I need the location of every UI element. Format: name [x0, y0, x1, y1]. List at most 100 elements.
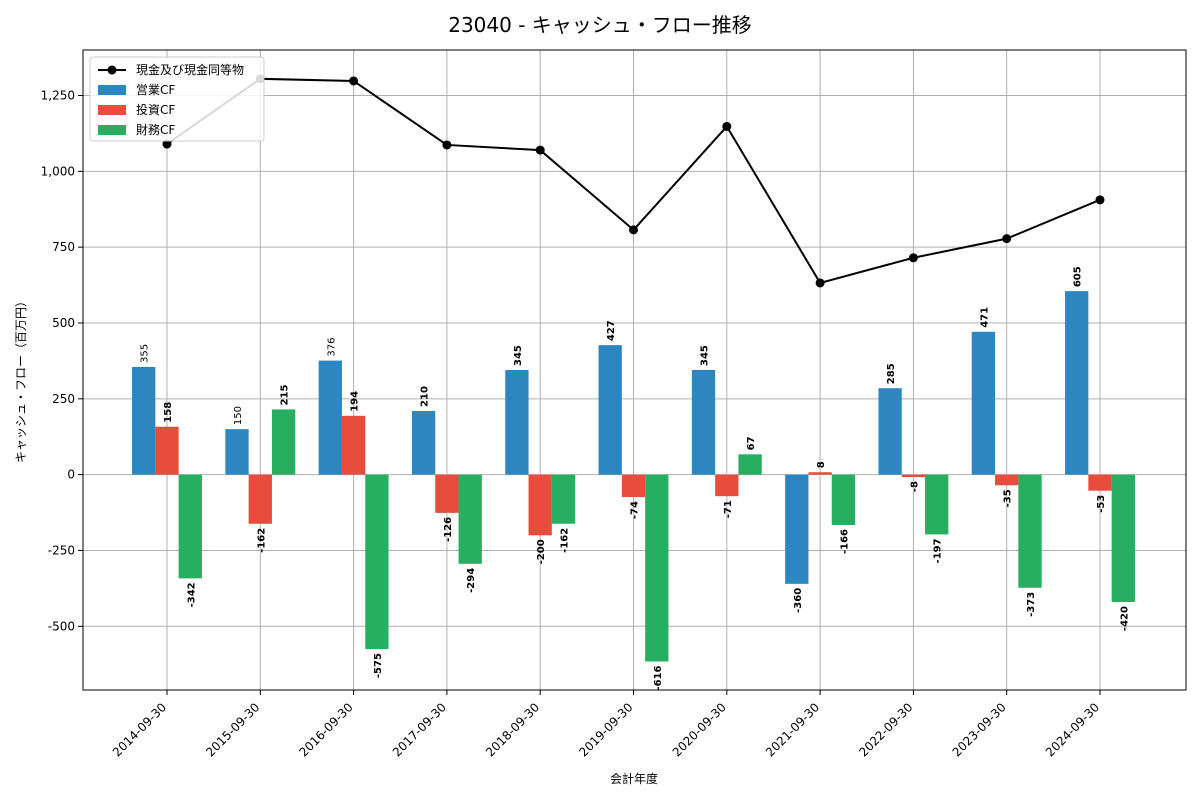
cash-point	[815, 278, 825, 288]
bar	[971, 331, 996, 475]
bar	[435, 474, 459, 513]
x-tick-label: 2018-09-30	[483, 700, 542, 759]
y-tick-label: -500	[48, 619, 75, 633]
bar-value-label: -360	[793, 588, 804, 613]
bar	[645, 474, 669, 662]
bar	[155, 426, 179, 475]
bar	[318, 360, 342, 475]
cash-point	[1095, 195, 1105, 205]
y-axis-label: キャッシュ・フロー（百万円）	[14, 295, 28, 463]
x-tick-label: 2016-09-30	[297, 700, 356, 759]
bar-value-label: -126	[443, 517, 454, 542]
y-tick-label: 250	[52, 392, 75, 406]
bar	[1088, 474, 1112, 491]
x-tick-label: 2022-09-30	[856, 700, 915, 759]
legend-label: 財務CF	[136, 122, 175, 137]
cash-point	[1002, 234, 1012, 244]
bar	[271, 409, 296, 475]
legend-bar-swatch	[98, 125, 126, 135]
cash-point	[535, 145, 545, 155]
bar-value-label: 158	[163, 402, 174, 423]
bar-value-label: -74	[630, 501, 641, 519]
x-tick-label: 2015-09-30	[203, 700, 262, 759]
cash-point	[162, 139, 172, 149]
bar	[458, 474, 482, 564]
bar	[831, 474, 856, 525]
cash-point	[629, 225, 638, 235]
legend-marker	[107, 65, 117, 75]
bar	[785, 474, 809, 584]
bar-value-label: -200	[536, 539, 547, 564]
chart-title: 23040 - キャッシュ・フロー推移	[448, 13, 752, 37]
x-tick-label: 2024-09-30	[1043, 700, 1102, 759]
bar	[505, 370, 529, 475]
bar	[1065, 291, 1089, 475]
y-tick-label: 750	[52, 240, 75, 254]
cash-point	[722, 121, 732, 131]
bar	[621, 474, 646, 498]
bar-value-label: 8	[816, 461, 827, 468]
bar	[132, 366, 156, 475]
bar	[365, 474, 389, 650]
bar	[551, 474, 576, 524]
legend-label: 現金及び現金同等物	[136, 62, 244, 77]
bar-value-label: 194	[350, 391, 361, 412]
bar	[598, 345, 622, 475]
legend-bar-swatch	[98, 105, 126, 115]
bar	[715, 474, 739, 497]
bar	[995, 474, 1019, 486]
bar	[925, 474, 949, 535]
bar-value-label: 471	[979, 307, 990, 328]
plot-frame	[82, 49, 1187, 691]
cash-point	[349, 76, 359, 86]
bar-value-label: -71	[723, 500, 734, 518]
bar-value-label: 285	[886, 363, 897, 384]
x-tick-label: 2020-09-30	[670, 700, 729, 759]
cash-point	[442, 140, 452, 150]
bar	[691, 370, 716, 475]
bar	[411, 410, 436, 475]
bar-value-label: -342	[186, 582, 197, 607]
bar	[878, 388, 902, 475]
y-tick-label: 500	[52, 316, 75, 330]
bar-value-label: -294	[466, 568, 477, 593]
bar-value-label: 355	[140, 344, 151, 363]
bar-value-label: 215	[280, 385, 291, 406]
legend-bar-swatch	[98, 85, 126, 95]
legend-label: 営業CF	[136, 83, 175, 97]
bar-value-label: -197	[933, 538, 944, 563]
bar-value-label: 67	[746, 436, 757, 450]
bar	[901, 474, 926, 478]
bar	[738, 454, 762, 475]
bar-value-label: -420	[1119, 606, 1130, 631]
x-tick-label: 2014-09-30	[110, 700, 169, 759]
bar	[248, 474, 272, 524]
bar-value-label: -8	[909, 481, 920, 492]
bar-value-label: 427	[606, 320, 617, 341]
bar-value-label: -373	[1026, 592, 1037, 617]
bar	[341, 415, 366, 475]
bar	[808, 472, 832, 475]
bar-value-label: -162	[256, 528, 267, 553]
bar-value-label: 345	[700, 345, 711, 366]
bar-value-label: -162	[560, 528, 571, 553]
bar-value-label: 210	[420, 386, 431, 407]
bar	[1018, 474, 1042, 588]
bar	[528, 474, 552, 536]
legend-label: 投資CF	[136, 102, 175, 117]
x-tick-label: 2017-09-30	[390, 700, 449, 759]
bar	[225, 429, 249, 475]
bar-value-label: -166	[839, 529, 850, 554]
cash-point	[908, 253, 918, 263]
y-tick-label: 1,250	[41, 88, 75, 102]
y-tick-label: 0	[67, 468, 75, 482]
bar-value-label: 150	[233, 406, 244, 425]
x-tick-label: 2021-09-30	[763, 700, 822, 759]
bar	[178, 474, 202, 579]
bar-value-label: -575	[373, 653, 384, 678]
x-tick-label: 2019-09-30	[576, 700, 635, 759]
legend-box	[89, 56, 265, 142]
bar-value-label: -616	[653, 665, 664, 690]
